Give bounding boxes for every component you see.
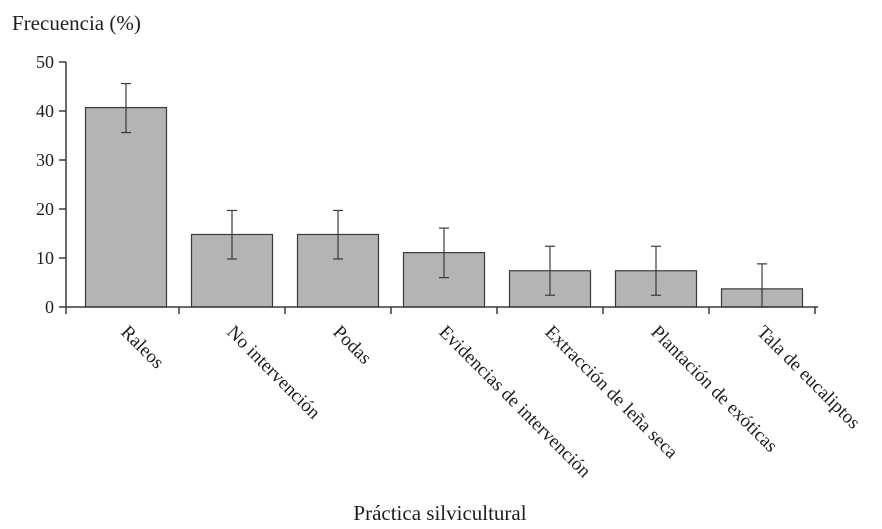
y-tick-label: 50 [36,52,54,72]
y-tick-label: 20 [36,199,54,219]
y-axis-label: Frecuencia (%) [12,11,141,35]
y-tick-label: 0 [45,297,54,317]
y-tick-label: 10 [36,248,54,268]
x-axis-label: Práctica silvicultural [353,501,526,525]
x-tick-label-0: Raleos [116,322,167,373]
x-tick-label-2: Podas [328,322,375,369]
y-tick-label: 40 [36,101,54,121]
x-tick-label-6: Tala de eucaliptos [752,322,864,434]
x-tick-label-1: No intervención [222,322,324,424]
y-tick-label: 30 [36,150,54,170]
bar-0 [84,106,168,308]
